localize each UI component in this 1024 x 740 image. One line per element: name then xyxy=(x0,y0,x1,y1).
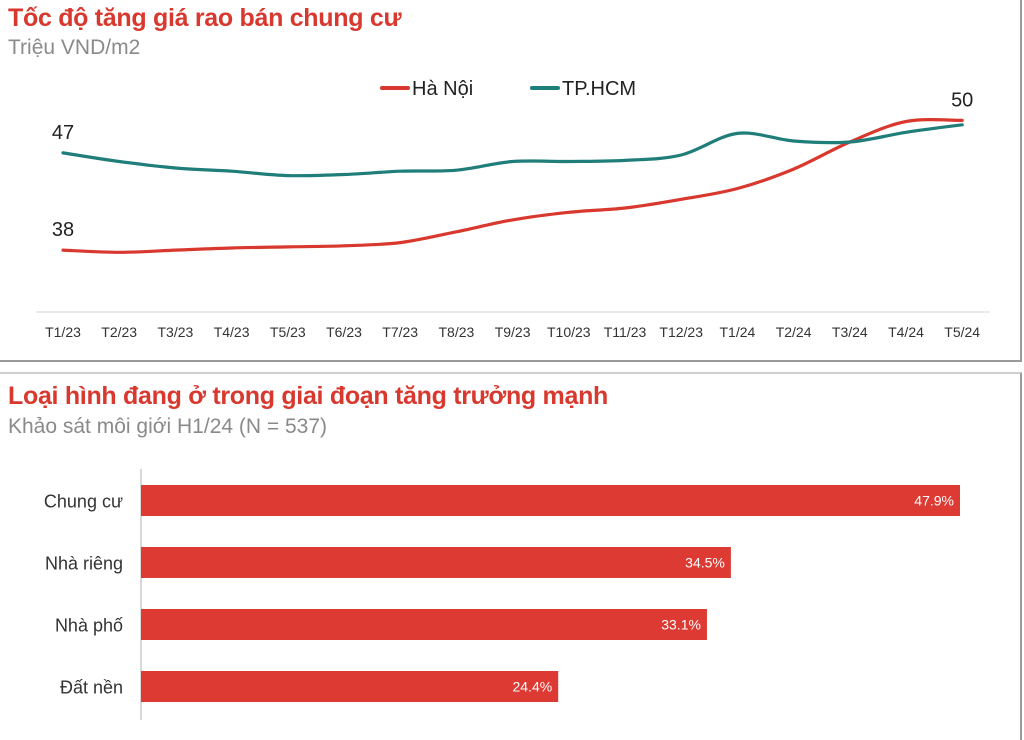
data-label: 38 xyxy=(52,219,74,241)
legend-label: Hà Nội xyxy=(412,78,473,100)
x-tick-label: T6/23 xyxy=(326,324,362,340)
bar-chart-subtitle: Khảo sát môi giới H1/24 (N = 537) xyxy=(8,415,328,438)
bar xyxy=(141,671,559,702)
series-line-1 xyxy=(61,123,964,178)
x-tick-label: T2/23 xyxy=(101,324,137,340)
x-tick-label: T8/23 xyxy=(438,324,474,340)
x-tick-label: T12/23 xyxy=(659,324,703,340)
x-tick-label: T9/23 xyxy=(495,324,531,340)
data-label: 50 xyxy=(951,89,973,111)
bar xyxy=(141,609,707,640)
x-tick-label: T4/23 xyxy=(214,324,250,340)
line-chart-panel: Tốc độ tăng giá rao bán chung cư Triệu V… xyxy=(0,0,1022,362)
bar-value-label: 24.4% xyxy=(512,679,552,695)
line-chart-subtitle: Triệu VND/m2 xyxy=(8,36,141,59)
x-tick-label: T5/23 xyxy=(270,324,306,340)
bar-chart-panel: Loại hình đang ở trong giai đoạn tăng tr… xyxy=(0,372,1022,740)
x-tick-label: T1/24 xyxy=(719,324,755,340)
x-tick-label: T5/24 xyxy=(944,324,980,340)
bar-value-label: 33.1% xyxy=(661,617,701,633)
x-tick-label: T2/24 xyxy=(776,324,812,340)
category-label: Nhà phố xyxy=(55,616,123,636)
x-tick-label: T10/23 xyxy=(547,324,591,340)
category-label: Chung cư xyxy=(44,492,123,512)
line-chart: Hà Nội TP.HCM T1/23 T2/23 T3/23 T4/23 T5/23 T6/… xyxy=(36,78,990,340)
bar xyxy=(141,547,731,578)
category-label: Đất nền xyxy=(60,678,123,698)
x-tick-label: T4/24 xyxy=(888,324,924,340)
data-label: 47 xyxy=(52,122,74,144)
line-chart-title: Tốc độ tăng giá rao bán chung cư xyxy=(8,4,402,32)
bar-value-label: 47.9% xyxy=(914,493,954,509)
legend-item-0: Hà Nội xyxy=(380,78,473,100)
legend-item-1: TP.HCM xyxy=(530,78,636,100)
x-tick-label: T11/23 xyxy=(604,324,647,340)
x-tick-label: T1/23 xyxy=(45,324,81,340)
x-tick-label: T3/24 xyxy=(832,324,868,340)
bar-value-label: 34.5% xyxy=(685,555,725,571)
series-line-0 xyxy=(61,118,964,254)
bar xyxy=(141,485,960,516)
x-tick-label: T7/23 xyxy=(382,324,418,340)
category-label: Nhà riêng xyxy=(45,554,123,574)
x-tick-label: T3/23 xyxy=(157,324,193,340)
bar-chart-title: Loại hình đang ở trong giai đoạn tăng tr… xyxy=(8,382,609,410)
bar-chart: Chung cư 47.9% Nhà riêng 34.5% Nhà phố 33.1% Đ… xyxy=(44,469,960,720)
legend-label: TP.HCM xyxy=(562,78,636,100)
